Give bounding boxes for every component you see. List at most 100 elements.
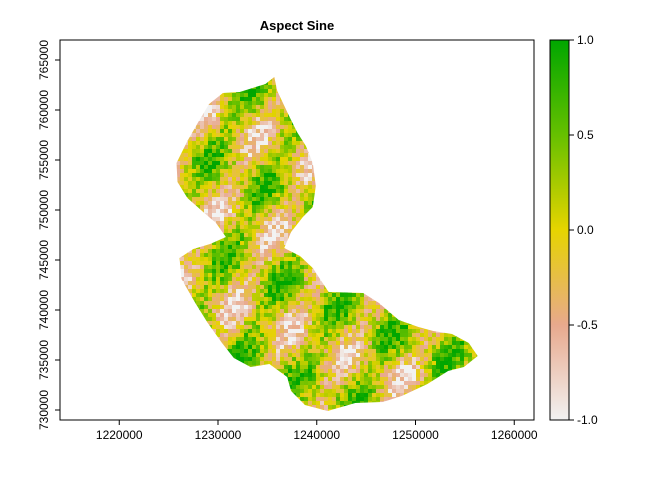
raster-cell <box>232 181 236 185</box>
raster-cell <box>192 285 196 289</box>
raster-cell <box>320 293 324 297</box>
raster-cell <box>408 325 412 329</box>
raster-cell <box>296 265 300 269</box>
raster-cell <box>340 329 344 333</box>
raster-cell <box>220 161 224 165</box>
raster-cell <box>204 109 208 113</box>
raster-cell <box>208 301 212 305</box>
raster-cell <box>268 333 272 337</box>
raster-cell <box>204 261 208 265</box>
raster-cell <box>192 269 196 273</box>
raster-cell <box>240 301 244 305</box>
raster-cell <box>200 301 204 305</box>
raster-cell <box>260 141 264 145</box>
raster-cell <box>252 265 256 269</box>
raster-cell <box>240 281 244 285</box>
raster-cell <box>232 177 236 181</box>
raster-cell <box>196 257 200 261</box>
raster-cell <box>224 289 228 293</box>
raster-cell <box>300 277 304 281</box>
raster-cell <box>312 277 316 281</box>
raster-cell <box>268 285 272 289</box>
raster-cell <box>244 321 248 325</box>
raster-cell <box>276 329 280 333</box>
raster-cell <box>316 285 320 289</box>
raster-cell <box>228 289 232 293</box>
raster-cell <box>392 317 396 321</box>
raster-cell <box>200 205 204 209</box>
raster-cell <box>288 293 292 297</box>
raster-cell <box>224 121 228 125</box>
raster-cell <box>276 201 280 205</box>
raster-cell <box>228 313 232 317</box>
raster-cell <box>264 109 268 113</box>
raster-cell <box>272 97 276 101</box>
raster-cell <box>208 201 212 205</box>
raster-cell <box>188 161 192 165</box>
raster-cell <box>280 273 284 277</box>
raster-cell <box>224 117 228 121</box>
raster-cell <box>240 245 244 249</box>
raster-cell <box>304 197 308 201</box>
raster-cell <box>264 165 268 169</box>
raster-cell <box>220 277 224 281</box>
raster-cell <box>256 145 260 149</box>
raster-cell <box>300 165 304 169</box>
raster-cell <box>256 333 260 337</box>
raster-cell <box>420 333 424 337</box>
raster-cell <box>212 173 216 177</box>
raster-cell <box>328 317 332 321</box>
raster-cell <box>244 121 248 125</box>
raster-cell <box>288 121 292 125</box>
raster-cell <box>308 281 312 285</box>
raster-cell <box>200 137 204 141</box>
raster-cell <box>276 237 280 241</box>
raster-cell <box>288 289 292 293</box>
raster-cell <box>244 173 248 177</box>
raster-cell <box>276 313 280 317</box>
raster-cell <box>280 141 284 145</box>
raster-cell <box>392 337 396 341</box>
raster-cell <box>192 189 196 193</box>
raster-cell <box>252 253 256 257</box>
raster-cell <box>188 277 192 281</box>
raster-cell <box>276 169 280 173</box>
raster-cell <box>256 97 260 101</box>
raster-cell <box>252 233 256 237</box>
raster-cell <box>364 297 368 301</box>
raster-cell <box>284 117 288 121</box>
raster-cell <box>284 129 288 133</box>
raster-cell <box>236 141 240 145</box>
raster-cell <box>288 169 292 173</box>
raster-cell <box>272 245 276 249</box>
raster-cell <box>280 181 284 185</box>
raster-cell <box>352 325 356 329</box>
raster-cell <box>212 325 216 329</box>
raster-cell <box>248 101 252 105</box>
raster-cell <box>264 133 268 137</box>
raster-cell <box>320 297 324 301</box>
raster-cell <box>280 301 284 305</box>
raster-cell <box>216 121 220 125</box>
raster-cell <box>260 145 264 149</box>
raster-cell <box>268 109 272 113</box>
raster-cell <box>240 193 244 197</box>
raster-cell <box>216 245 220 249</box>
raster-cell <box>272 277 276 281</box>
raster-cell <box>180 277 184 281</box>
raster-cell <box>300 181 304 185</box>
raster-cell <box>272 157 276 161</box>
raster-cell <box>380 317 384 321</box>
raster-cell <box>296 185 300 189</box>
raster-cell <box>280 245 284 249</box>
raster-cell <box>212 153 216 157</box>
raster-cell <box>276 181 280 185</box>
raster-cell <box>316 293 320 297</box>
raster-cell <box>208 257 212 261</box>
raster-cell <box>220 197 224 201</box>
raster-cell <box>212 117 216 121</box>
raster-cell <box>200 261 204 265</box>
raster-cell <box>268 145 272 149</box>
raster-cell <box>272 289 276 293</box>
raster-cell <box>288 337 292 341</box>
